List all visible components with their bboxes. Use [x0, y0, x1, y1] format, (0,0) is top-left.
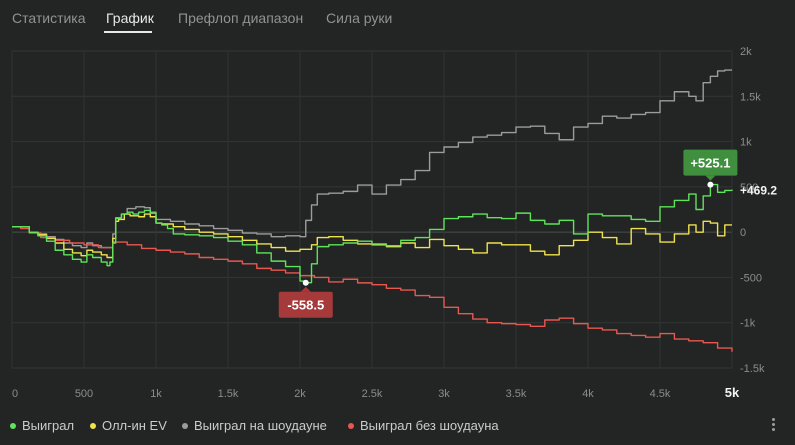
- annotation-pointer: [705, 175, 716, 181]
- annotation-label: +525.1: [690, 156, 730, 171]
- tab-bar: Статистика График Префлоп диапазон Сила …: [0, 0, 795, 36]
- series-line: [12, 213, 732, 259]
- tab-graph[interactable]: График: [106, 10, 154, 26]
- annotation-point: [707, 181, 714, 188]
- y-tick-label: -500: [740, 272, 762, 284]
- x-tick-label: 5k: [725, 385, 740, 400]
- annotation-point: [302, 279, 309, 286]
- y-tick-label: -1k: [740, 318, 756, 330]
- x-tick-label: 1k: [150, 388, 162, 400]
- x-tick-label: 500: [75, 388, 93, 400]
- x-tick-label: 3k: [438, 388, 450, 400]
- winnings-chart[interactable]: 2k 1.5k 1k 500 0 -500 -1k -1.5k 0 500 1k 1.5k 2k 2.5k…: [0, 36, 795, 410]
- legend-dot-icon: [348, 422, 354, 429]
- legend-label: Выиграл на шоудауне: [194, 418, 327, 433]
- legend-item-won-showdown[interactable]: Выиграл на шоудауне: [182, 418, 327, 433]
- annotation-badge: [278, 291, 333, 318]
- y-tick-label: 1.5k: [740, 91, 761, 103]
- legend-label: Выиграл без шоудауна: [360, 418, 499, 433]
- series-line: [12, 183, 733, 284]
- x-tick-label: 4k: [582, 388, 594, 400]
- annotation-pointer: [300, 286, 311, 292]
- y-tick-label: 1k: [740, 137, 752, 149]
- legend-item-allin-ev[interactable]: Олл-ин EV: [90, 418, 167, 433]
- x-tick-label: 2k: [294, 388, 306, 400]
- legend-item-won[interactable]: Выиграл: [10, 418, 74, 433]
- x-tick-label: 4.5k: [650, 388, 671, 400]
- legend-label: Выиграл: [22, 418, 75, 433]
- annotation-badge: [683, 149, 738, 176]
- more-options-icon[interactable]: [768, 417, 778, 433]
- legend-label: Олл-ин EV: [102, 418, 167, 433]
- legend-item-won-no-showdown[interactable]: Выиграл без шоудауна: [348, 418, 499, 433]
- y-tick-label: 2k: [740, 46, 752, 58]
- y-tick-label: -1.5k: [740, 363, 765, 375]
- y-tick-label: 0: [740, 227, 746, 239]
- annotation-label: -558.5: [287, 298, 324, 313]
- end-value-label: +469.2: [740, 184, 777, 198]
- active-tab-underline: [104, 31, 152, 33]
- x-tick-label: 0: [12, 388, 18, 400]
- tab-statistics[interactable]: Статистика: [12, 10, 86, 26]
- series-line: [12, 226, 733, 352]
- x-tick-label: 3.5k: [506, 388, 527, 400]
- x-tick-label: 1.5k: [218, 388, 239, 400]
- x-tick-label: 2.5k: [362, 388, 383, 400]
- tab-hand-strength[interactable]: Сила руки: [326, 10, 393, 26]
- legend-dot-icon: [90, 422, 96, 429]
- chart-legend: Выиграл Олл-ин EV Выиграл на шоудауне Вы…: [0, 418, 795, 438]
- tab-preflop-range[interactable]: Префлоп диапазон: [178, 10, 304, 26]
- legend-dot-icon: [182, 422, 188, 429]
- y-tick-label: 500: [740, 182, 758, 194]
- legend-dot-icon: [10, 422, 16, 429]
